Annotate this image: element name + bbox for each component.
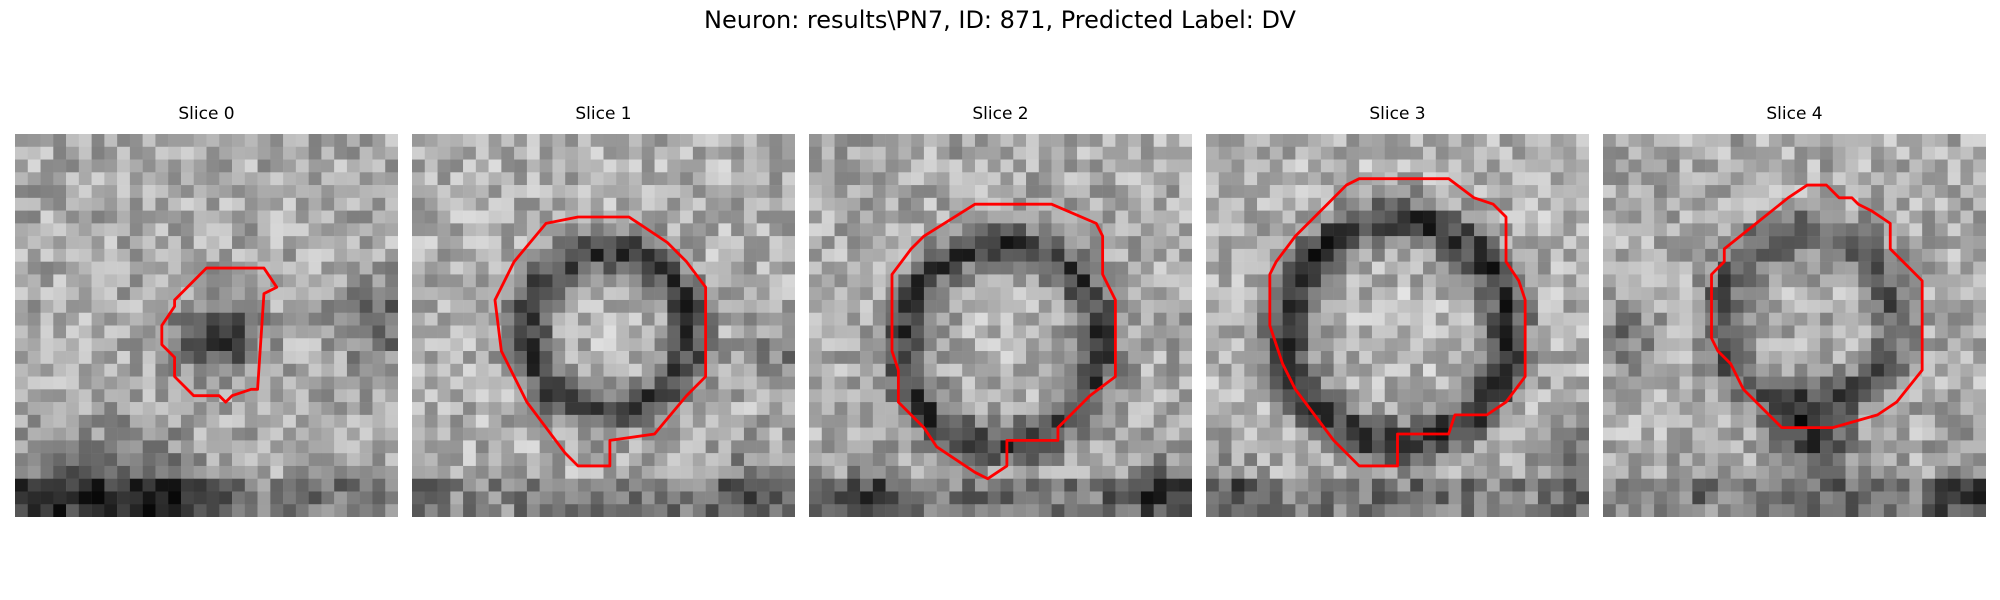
figure-title: Neuron: results\PN7, ID: 871, Predicted … <box>704 6 1296 34</box>
slice-title-3: Slice 3 <box>1369 104 1426 124</box>
contour-outline-1 <box>493 215 708 468</box>
slice-image-0 <box>15 134 398 517</box>
slice-image-2 <box>809 134 1192 517</box>
slice-title-0: Slice 0 <box>178 104 235 124</box>
contour-outline-2 <box>890 202 1117 481</box>
slice-title-4: Slice 4 <box>1766 104 1823 124</box>
contour-outline-4 <box>1710 183 1924 430</box>
slice-image-1 <box>412 134 795 517</box>
slice-title-1: Slice 1 <box>575 104 632 124</box>
slice-title-2: Slice 2 <box>972 104 1029 124</box>
slice-image-3 <box>1206 134 1589 517</box>
contour-outline-3 <box>1268 177 1527 468</box>
contour-outline-0 <box>160 266 279 404</box>
slice-image-4 <box>1603 134 1986 517</box>
